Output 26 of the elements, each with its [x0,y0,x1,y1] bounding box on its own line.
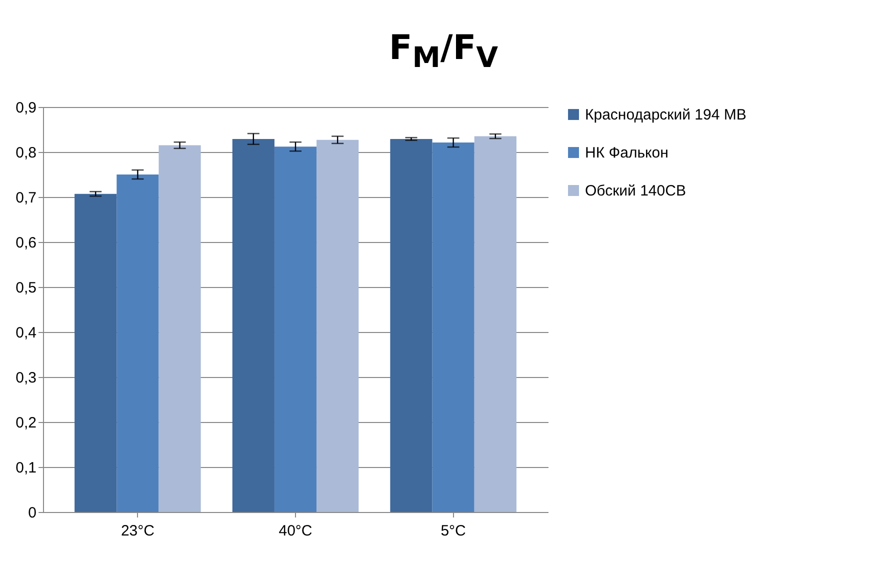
y-tick-label: 0,1 [16,460,36,476]
y-tick-label: 0,5 [16,280,36,296]
y-tick-label: 0,3 [16,370,36,386]
bar [158,145,201,512]
y-tick-label: 0,8 [16,144,36,162]
y-tick-label: 0,2 [16,414,36,432]
y-tick-label: 0,7 [16,190,36,206]
legend-label: Обский 140СВ [585,182,686,200]
bar [474,136,516,512]
bar [390,138,432,512]
bar [274,146,317,512]
x-tick-label: 5°C [440,522,466,540]
legend-label: НК Фалькон [585,144,668,162]
y-tick-label: 0,9 [16,100,36,116]
bar [116,174,159,512]
bar [316,140,359,512]
bar [432,142,474,512]
chart-title: F$_{M}$/F$_{V}$ [388,28,500,74]
legend-label: Краснодарский 194 МВ [585,106,746,124]
bar [232,138,274,512]
y-tick-label: 0 [28,504,36,522]
bar [74,194,117,512]
x-tick-label: 40°C [278,522,312,540]
y-tick-label: 0,4 [16,324,36,342]
y-tick-label: 0,6 [16,234,36,252]
x-tick-label: 23°C [120,522,155,540]
